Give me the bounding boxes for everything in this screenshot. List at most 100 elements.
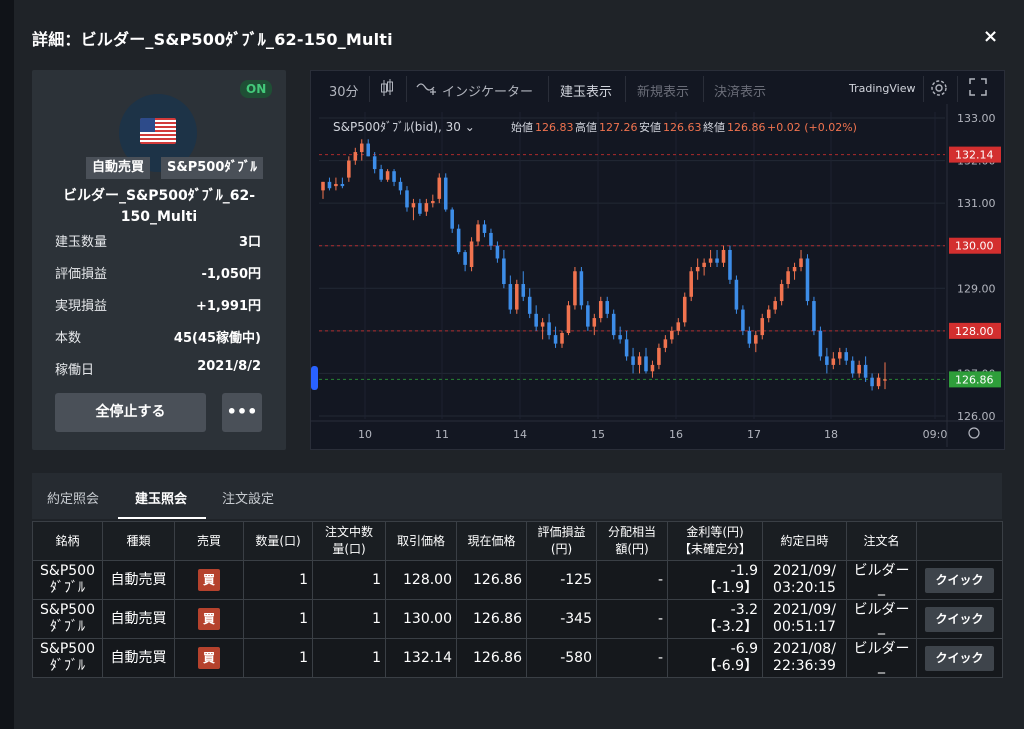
show-positions-button[interactable]: 建玉表示 [560,85,613,100]
cell-current: 126.86 [456,599,527,639]
candle-body [857,364,861,374]
stat-value-count: 45(45稼働中) [173,331,261,346]
candle-body [347,160,351,178]
ohlc-label: 安値 [639,120,661,134]
candle-body [760,318,765,336]
header-pending: 注文中数量(口) [312,521,386,561]
stop-all-button[interactable]: 全停止する [55,393,206,432]
cell-dist: - [596,638,668,678]
indicator-icon[interactable] [416,78,438,102]
candle-body [682,296,687,323]
candle-body [366,143,370,157]
fullscreen-icon[interactable] [969,78,987,100]
show-new-button[interactable]: 新規表示 [637,85,690,100]
x-tick-label: 14 [513,428,527,441]
candle-body [754,335,758,344]
header-action [916,521,1003,561]
candle-body [766,309,771,319]
cell-order-name: ビルダー_ [846,560,917,600]
cell-pending: 1 [312,560,386,600]
candle-body [476,224,480,242]
candle-body [805,258,810,302]
candle-body [611,313,616,336]
candle-body [566,305,571,333]
candlestick-chart[interactable]: 133.00132.00131.00130.00129.00128.00127.… [311,104,1003,447]
ohlc-label: 高値 [575,120,597,134]
buy-badge: 買 [198,608,220,630]
buy-badge: 買 [198,569,220,591]
show-settle-button[interactable]: 決済表示 [714,85,767,100]
tab-order-settings[interactable]: 注文設定 [222,492,275,507]
candle-body [489,232,493,246]
x-tick-label: 17 [747,428,761,441]
candle-body [392,171,396,182]
cell-current: 126.86 [456,560,527,600]
candle-body [340,183,345,187]
candle-body [534,313,538,327]
cell-action: クイック [916,638,1003,678]
interval-button[interactable]: 30分 [329,85,359,100]
stat-value-positions: 3口 [238,235,261,250]
cell-interest: -3.2 【-3.2】 [667,599,763,639]
page-backdrop [0,0,14,729]
table-header-row: 銘柄 種類 売買 数量(口) 注文中数量(口) 取引価格 現在価格 評価損益(円… [32,521,1003,561]
header-dist: 分配相当額(円) [596,521,668,561]
candle-body [443,177,448,210]
stat-label-realized: 実現損益 [55,299,108,314]
candle-body [327,181,332,189]
candle-body [605,301,610,314]
quick-button[interactable]: クイック [925,567,994,593]
candle-body [676,322,681,331]
strategy-name: ビルダー_S&P500ﾀﾞﾌﾞﾙ_62- 150_Multi [32,186,286,228]
cell-type: 自動売買 [102,599,175,639]
ohlc-change: +0.02 (+0.02%) [767,121,857,134]
quick-button[interactable]: クイック [925,606,994,632]
candle-body [450,209,454,229]
candle-body [779,284,784,302]
collapse-handle [311,366,318,390]
candle-body [424,203,429,212]
settings-gear-icon[interactable] [929,78,949,102]
cell-symbol: S&P500 ﾀﾞﾌﾞﾙ [32,560,103,600]
stat-label-unrealized: 評価損益 [55,267,108,282]
header-price: 取引価格 [385,521,457,561]
table-row: S&P500 ﾀﾞﾌﾞﾙ 自動売買 買 1 1 132.14 126.86 -58… [32,638,1003,678]
candle-body [786,271,790,285]
candle-body [515,284,519,310]
tab-underline [118,517,206,519]
indicators-button[interactable]: インジケーター [442,85,534,100]
candle-body [715,258,719,263]
candle-body [818,330,823,357]
cell-pending: 1 [312,599,386,639]
candle-body [838,352,842,359]
cell-type: 自動売買 [102,560,175,600]
close-icon[interactable]: × [983,26,999,47]
cell-order-name: ビルダー_ [846,599,917,639]
cell-interest: -1.9 【-1.9】 [667,560,763,600]
candle-body [747,330,752,344]
candle-body [773,301,777,310]
cell-dist: - [596,560,668,600]
candle-body [870,377,874,387]
symbol-tag: S&P500ﾀﾞﾌﾞﾙ [161,157,263,179]
price-line-label: 126.86 [955,373,994,386]
candle-style-icon[interactable] [379,78,395,102]
cell-dist: - [596,599,668,639]
ohlc-value: 126.86 [727,121,766,134]
tab-positions[interactable]: 建玉照会 [135,492,188,507]
candle-body [644,356,648,372]
y-tick-label: 126.00 [957,410,996,423]
x-tick-label: 15 [591,428,605,441]
status-badge: ON [240,80,273,98]
candle-body [359,143,364,153]
candle-body [508,284,513,310]
stat-value-start-date: 2021/8/2 [197,359,261,374]
tab-executions[interactable]: 約定照会 [47,492,100,507]
candle-body [547,322,551,336]
candle-body [521,284,526,297]
quick-button[interactable]: クイック [925,645,994,671]
candle-body [353,152,358,161]
more-button[interactable]: ••• [222,393,262,432]
candle-body [321,181,325,191]
candle-body [844,352,849,361]
